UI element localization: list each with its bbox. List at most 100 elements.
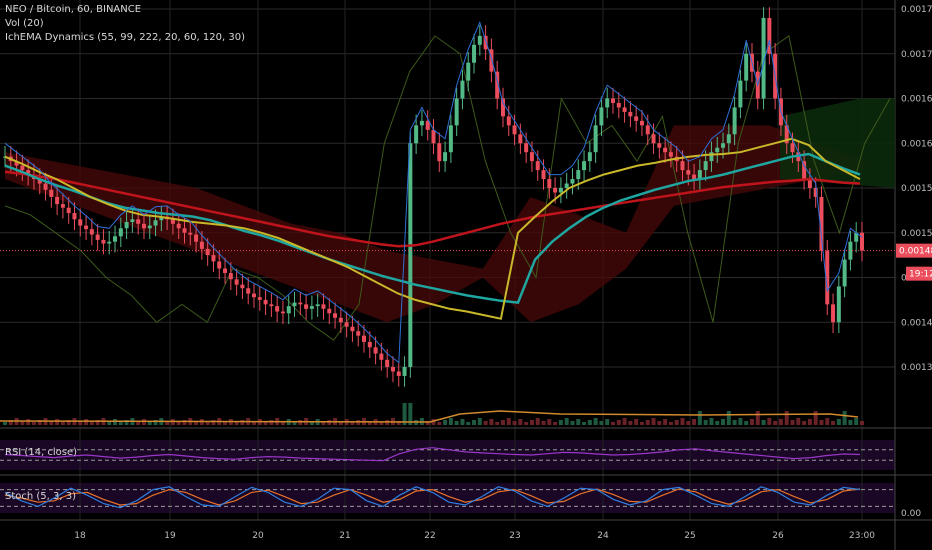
volume-bar: [819, 420, 824, 425]
volume-bar: [500, 420, 505, 425]
candle-body: [663, 147, 668, 153]
candle-body: [535, 161, 540, 171]
x-axis-label: 22: [424, 531, 435, 541]
candle-body: [645, 125, 650, 135]
volume-bar: [321, 422, 326, 425]
volume-bar: [448, 418, 453, 425]
x-axis-label: 19: [164, 531, 176, 541]
candle-body: [118, 228, 123, 237]
candle-body: [390, 367, 395, 372]
candle-body: [60, 204, 65, 208]
volume-bar: [460, 419, 465, 425]
volume-bar: [570, 421, 575, 425]
volume-bar: [761, 420, 766, 425]
candle-body: [194, 234, 199, 242]
candle-body: [367, 341, 372, 348]
candle-body: [472, 44, 477, 63]
ema-fast-line: [4, 137, 861, 320]
candle-body: [524, 143, 529, 153]
volume-bar: [472, 420, 477, 425]
candle-body: [738, 80, 743, 108]
candle-body: [553, 188, 558, 193]
ichema-legend[interactable]: IchEMA Dynamics (55, 99, 222, 20, 60, 12…: [5, 32, 245, 43]
candle-body: [113, 236, 118, 242]
candle-body: [697, 170, 702, 180]
candle-body: [570, 179, 575, 184]
volume-bar: [78, 421, 83, 425]
y-axis-label: 0.001650: [901, 95, 932, 105]
ichimoku-base-line: [4, 20, 863, 364]
candle-body: [819, 196, 824, 251]
candle-body: [333, 313, 338, 318]
candle-body: [315, 304, 320, 307]
candle-body: [321, 304, 326, 309]
volume-bar: [703, 420, 708, 425]
volume-bar: [309, 421, 314, 425]
candle-body: [495, 71, 500, 99]
candle-body: [414, 125, 419, 144]
candle-body: [732, 107, 737, 135]
candle-body: [842, 259, 847, 287]
volume-bar: [240, 420, 245, 425]
volume-bar: [165, 421, 170, 425]
candle-body: [558, 188, 563, 193]
volume-bar: [755, 411, 760, 425]
candle-body: [825, 250, 830, 305]
price-badge-text: 0.001480: [899, 247, 932, 257]
volume-bar: [26, 419, 31, 425]
volume-bar: [582, 422, 587, 425]
candle-body: [362, 335, 367, 342]
candle-body: [228, 273, 233, 280]
volume-legend[interactable]: Vol (20): [5, 18, 44, 29]
volume-bar: [454, 421, 459, 425]
candle-body: [107, 241, 112, 244]
candle-body: [338, 317, 343, 323]
volume-bar: [263, 422, 268, 425]
candle-body: [379, 353, 384, 360]
volume-bar: [796, 418, 801, 425]
candle-body: [541, 170, 546, 180]
candle-body: [309, 306, 314, 309]
volume-ma-line: [0, 410, 859, 423]
volume-bar: [784, 411, 789, 425]
candle-body: [240, 284, 245, 289]
volume-bar: [715, 421, 720, 425]
price-badge: [896, 243, 932, 258]
volume-bar: [807, 419, 812, 425]
stoch-axis-label: 0.00: [901, 509, 921, 519]
volume-bar: [350, 422, 355, 425]
volume-bar: [639, 422, 644, 425]
candle-body: [246, 288, 251, 294]
candle-body: [78, 219, 83, 226]
volume-bar: [524, 422, 529, 425]
volume-bar: [749, 419, 754, 425]
candle-body: [605, 98, 610, 108]
y-axis-label: 0.001400: [901, 318, 932, 328]
rsi-legend[interactable]: RSI (14, close): [5, 447, 78, 458]
volume-bar: [269, 420, 274, 425]
volume-bar: [20, 421, 25, 425]
volume-bar: [529, 420, 534, 425]
volume-bar: [489, 419, 494, 425]
candle-body: [703, 161, 708, 171]
volume-bar: [483, 421, 488, 425]
symbol-legend[interactable]: NEO / Bitcoin, 60, BINANCE: [5, 4, 142, 15]
volume-bar: [292, 422, 297, 425]
x-axis-label: 23: [509, 531, 520, 541]
volume-bar: [744, 421, 749, 425]
stoch-legend[interactable]: Stoch (5, 3, 3): [5, 491, 77, 502]
volume-bar: [692, 419, 697, 425]
volume-bar: [55, 419, 60, 425]
volume-bar: [674, 420, 679, 425]
volume-bar: [686, 421, 691, 425]
volume-bar: [107, 421, 112, 425]
candle-body: [89, 229, 94, 235]
volume-bar: [854, 418, 859, 425]
rsi-pane-background: [0, 440, 895, 470]
candle-body: [350, 326, 355, 332]
candle-body: [419, 120, 424, 126]
volume-bar: [367, 421, 372, 425]
volume-bar: [437, 422, 442, 425]
candle-body: [298, 302, 303, 305]
